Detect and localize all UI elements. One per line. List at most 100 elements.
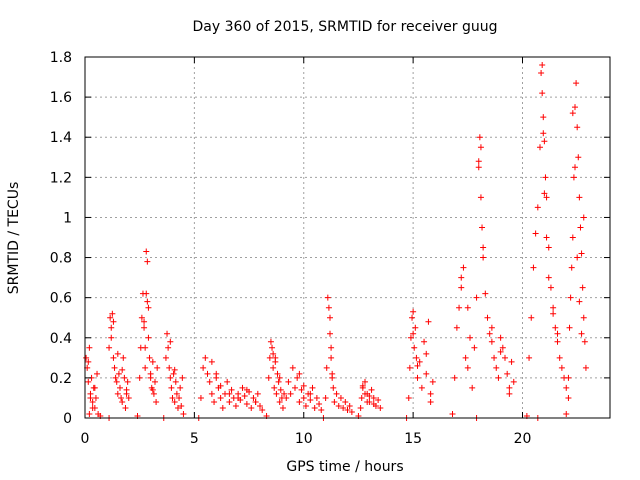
data-point [267,338,274,345]
data-point [552,324,559,331]
data-point [323,364,330,371]
y-tick-label: 1.8 [50,50,72,66]
data-point [580,214,587,221]
data-points [83,62,589,421]
data-point [575,154,582,161]
data-point [85,358,92,365]
data-point [577,224,584,231]
data-point [277,386,284,393]
data-point [543,234,550,241]
data-point [368,386,375,393]
data-point [572,104,578,111]
data-point [86,410,93,417]
data-point [318,406,325,413]
data-point [298,386,305,393]
data-point [370,400,377,407]
data-point [329,370,336,377]
data-point [145,304,152,311]
data-point [508,358,515,365]
data-point [449,410,456,417]
axis-ticks [84,56,610,419]
data-point [563,384,570,391]
data-point [145,334,152,341]
plot-frame [84,56,611,419]
data-point [228,386,235,393]
data-point [250,394,257,401]
data-point [316,400,323,407]
data-point [200,364,207,371]
data-point [125,394,132,401]
data-point [106,344,113,351]
data-point [91,384,98,391]
data-point [539,62,546,69]
data-point [359,382,366,389]
data-point [526,354,533,361]
data-point [121,374,128,381]
data-point [414,362,421,369]
y-tick-labels: 0 0.2 0.4 0.6 0.8 1 1.2 1.4 1.6 1.8 [50,50,72,427]
x-tick-label: 0 [81,431,90,447]
data-point [147,374,154,381]
data-point [302,402,309,409]
data-point [364,398,371,405]
data-point [340,404,347,411]
y-tick-label: 0.4 [50,331,72,347]
data-point [537,144,543,151]
data-point [167,374,174,381]
x-tick-label: 20 [514,431,532,447]
data-point [563,410,570,417]
data-point [111,364,118,371]
data-point [542,174,549,181]
data-point [330,384,337,391]
data-point [427,390,434,397]
grid-lines [85,57,610,418]
data-point [477,194,484,201]
data-point [568,264,575,271]
data-point [113,378,120,385]
data-point [178,402,185,409]
data-point [572,164,578,171]
data-point [141,324,148,331]
data-point [152,378,158,385]
data-point [497,348,504,355]
data-point [337,394,344,401]
data-point [462,354,469,361]
data-point [482,290,489,297]
data-point [171,366,178,373]
data-point [149,386,156,393]
data-point [574,254,581,261]
data-point [558,364,565,371]
data-point [269,344,276,351]
data-point [83,354,90,361]
y-tick-label: 1.4 [50,130,72,146]
data-point [124,378,131,385]
data-point [149,358,156,365]
data-point [115,370,122,377]
data-point [142,344,149,351]
data-point [370,394,377,401]
data-point [123,386,130,393]
data-point [540,130,547,137]
data-point [325,304,332,311]
data-point [276,374,283,381]
data-point [87,394,94,401]
data-point [576,194,583,201]
data-point [539,90,546,97]
data-point [176,394,183,401]
data-point [89,404,96,411]
data-point [502,354,508,361]
data-point [224,378,231,385]
data-point [554,338,561,345]
data-point [143,290,150,297]
data-point [213,370,220,377]
y-tick-label: 0.2 [50,371,72,387]
data-point [550,304,557,311]
data-point [504,370,511,377]
data-point [202,354,209,361]
data-point [545,244,552,251]
data-point [254,390,261,397]
data-point [570,174,577,181]
data-point [327,314,333,321]
data-point [108,324,115,331]
data-point [168,384,175,391]
